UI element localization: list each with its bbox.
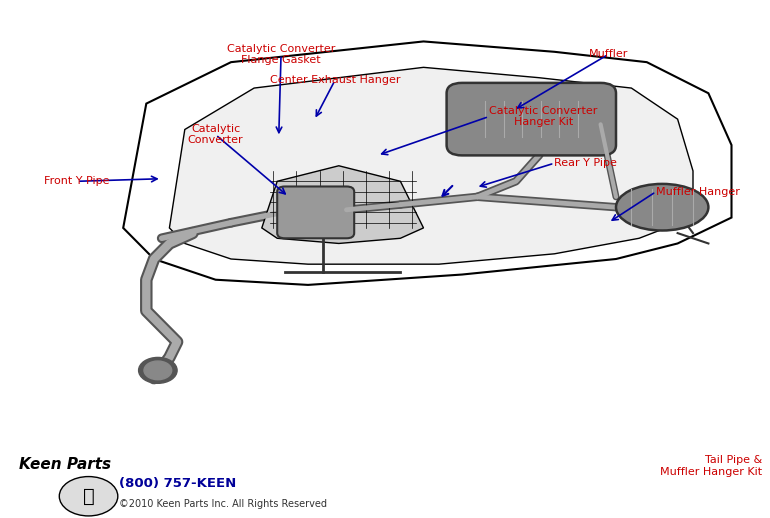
Text: (800) 757-KEEN: (800) 757-KEEN [119, 477, 236, 490]
Circle shape [139, 357, 177, 383]
Text: Muffler Hanger: Muffler Hanger [656, 186, 740, 197]
Text: Catalytic Converter
Flange Gasket: Catalytic Converter Flange Gasket [227, 44, 335, 65]
Text: Muffler: Muffler [588, 49, 628, 60]
FancyBboxPatch shape [277, 186, 354, 238]
Text: Catalytic
Converter: Catalytic Converter [188, 124, 243, 146]
Text: 🚗: 🚗 [82, 487, 95, 506]
Polygon shape [169, 67, 693, 264]
Circle shape [144, 361, 172, 380]
Text: ©2010 Keen Parts Inc. All Rights Reserved: ©2010 Keen Parts Inc. All Rights Reserve… [119, 499, 327, 509]
Text: Catalytic Converter
Hanger Kit: Catalytic Converter Hanger Kit [489, 106, 598, 127]
Circle shape [59, 477, 118, 516]
Text: Front Y Pipe: Front Y Pipe [44, 176, 110, 186]
Text: Center Exhaust Hanger: Center Exhaust Hanger [270, 75, 400, 85]
Text: Tail Pipe &
Muffler Hanger Kit: Tail Pipe & Muffler Hanger Kit [660, 455, 762, 477]
Text: Keen Parts: Keen Parts [19, 457, 112, 472]
Polygon shape [262, 166, 424, 243]
Text: Rear Y Pipe: Rear Y Pipe [554, 158, 618, 168]
Ellipse shape [616, 184, 708, 231]
FancyBboxPatch shape [447, 83, 616, 155]
